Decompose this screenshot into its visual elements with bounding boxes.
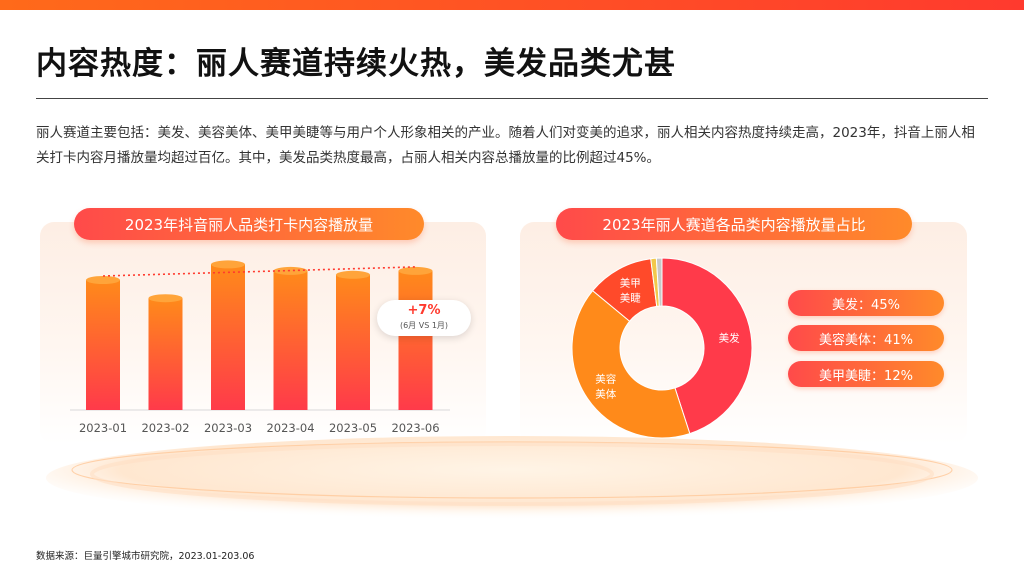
slice-label: 美体 [595,388,616,401]
bar [273,270,308,410]
x-tick-label: 2023-06 [391,421,439,435]
top-accent-stripe [0,0,1024,10]
donut-slice [661,257,753,435]
bar-cap [148,294,183,303]
pie-chart-title: 2023年丽人赛道各品类内容播放量占比 [556,208,912,240]
title-divider [36,98,988,99]
legend-hair: 美发：45% [788,290,944,316]
trend-line [102,266,416,277]
bar [211,264,245,410]
growth-callout: +7% (6月 VS 1月) [377,300,471,336]
page-title: 内容热度：丽人赛道持续火热，美发品类尤甚 [36,46,676,82]
x-tick-label: 2023-01 [79,421,127,435]
growth-value: +7% [407,303,441,318]
slice-label: 美甲 [620,277,641,290]
bar-chart-title: 2023年抖音丽人品类打卡内容播放量 [74,208,424,240]
legend-nail-lash: 美甲美睫：12% [788,361,944,387]
summary-text: 丽人赛道主要包括：美发、美容美体、美甲美睫等与用户个人形象相关的产业。随着人们对… [36,125,975,166]
bar-cap [86,276,120,284]
bar-chart: 2023-01 2023-02 2023-03 2023-04 2023-05 2023-… [70,260,450,435]
x-tick-label: 2023-05 [329,421,377,435]
data-source: 数据来源：巨量引擎城市研究院，2023.01-203.06 [36,551,255,562]
donut-slice [571,289,691,439]
legend-beauty-body: 美容美体：41% [788,325,944,351]
growth-note: (6月 VS 1月) [399,321,449,330]
bar-cap [398,266,433,275]
x-tick-label: 2023-04 [266,421,314,435]
bar [336,274,370,410]
slice-label: 美发 [719,331,740,344]
slice-label: 美容 [595,373,616,386]
slice-label: 美睫 [620,292,642,305]
bar [148,298,183,410]
donut-slice [655,257,663,307]
x-tick-label: 2023-02 [141,421,189,435]
bar-cap [336,270,370,279]
x-tick-label: 2023-03 [204,421,252,435]
bar [398,270,433,410]
podium-stage [46,436,978,520]
bar [86,280,120,410]
bar-cap [273,266,308,275]
bar-cap [211,260,245,269]
